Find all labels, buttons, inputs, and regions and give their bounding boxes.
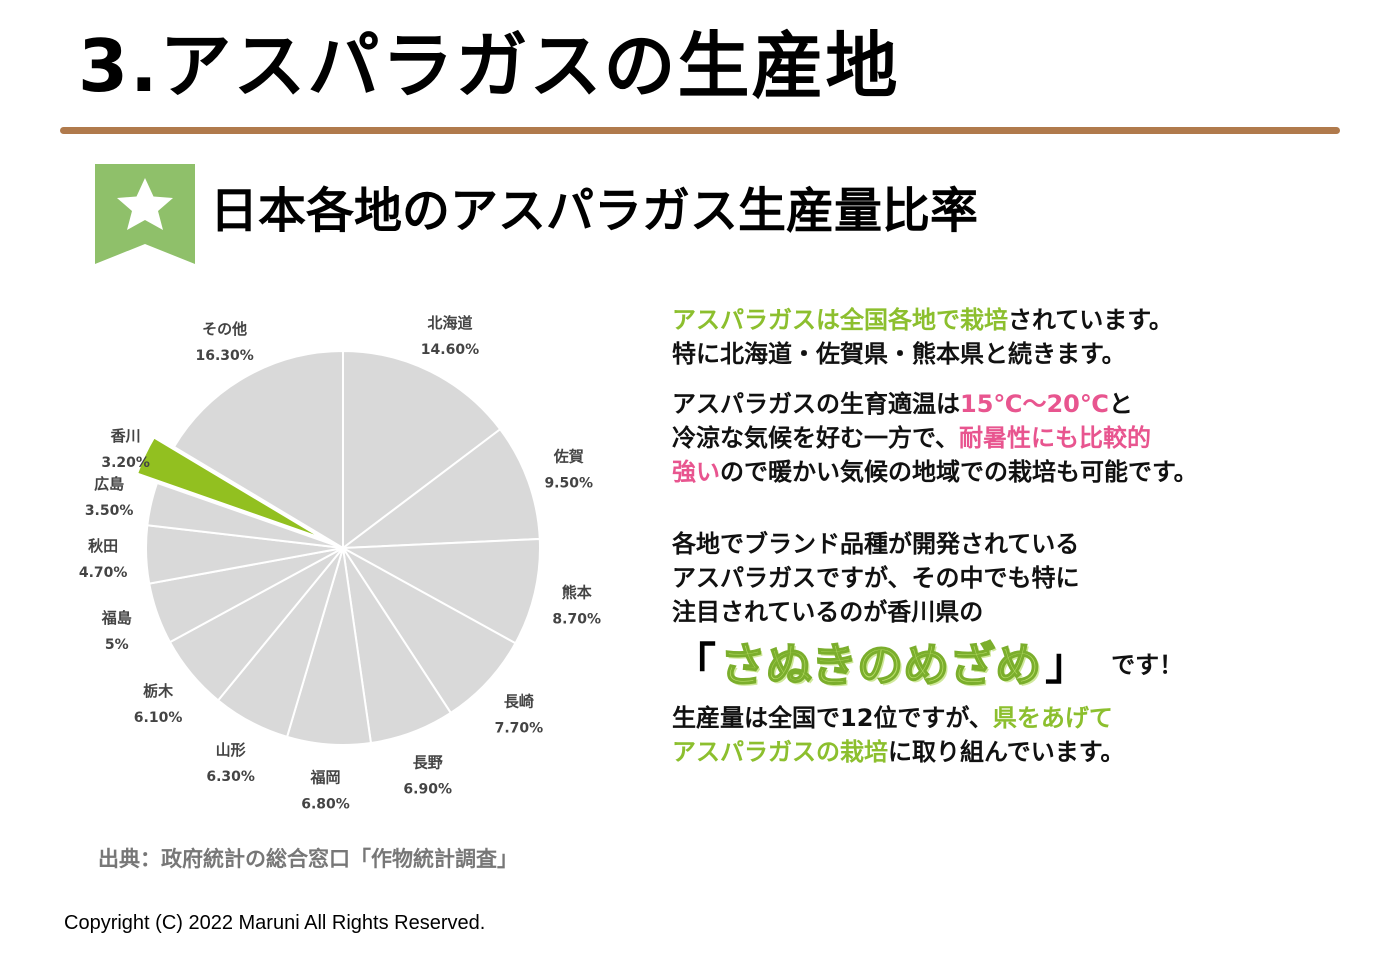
text-line: 各地でブランド品種が開発されている bbox=[672, 527, 1372, 561]
slice-label: 北海道 bbox=[427, 314, 472, 332]
slice-label: 広島 bbox=[94, 475, 124, 493]
slice-value: 14.60% bbox=[421, 342, 479, 358]
text-segment: 特に北海道・佐賀県・熊本県と続きます。 bbox=[672, 340, 1126, 368]
description-text: アスパラガスは全国各地で栽培されています。 特に北海道・佐賀県・熊本県と続きます… bbox=[672, 303, 1372, 769]
highlight-pink: 15℃～20℃ bbox=[960, 390, 1109, 418]
slice-value: 6.80% bbox=[301, 796, 350, 812]
slice-value: 16.30% bbox=[195, 348, 253, 364]
text-segment: ので暖かい気候の地域での栽培も可能です。 bbox=[720, 458, 1198, 486]
bracket-open: 「 bbox=[672, 639, 716, 690]
slice-label: その他 bbox=[202, 320, 247, 338]
text-segment: 生産量は全国で12位ですが、 bbox=[672, 704, 993, 732]
pie-slice-12 bbox=[172, 349, 344, 550]
text-line: アスパラガスの栽培に取り組んでいます。 bbox=[672, 735, 1372, 769]
slice-value: 4.70% bbox=[79, 565, 128, 581]
slice-value: 8.70% bbox=[552, 612, 601, 628]
slice-value: 6.10% bbox=[134, 710, 183, 726]
highlight-pink: 耐暑性にも比較的 bbox=[959, 424, 1152, 452]
pie-slice-3 bbox=[342, 547, 517, 715]
slice-label: 福岡 bbox=[310, 768, 341, 786]
copyright: Copyright (C) 2022 Maruni All Rights Res… bbox=[64, 912, 486, 934]
text-segment: 各地でブランド品種が開発されている bbox=[672, 530, 1080, 558]
highlight-green: アスパラガスの栽培 bbox=[672, 738, 888, 766]
pie-slice-10 bbox=[146, 481, 344, 549]
text-segment: です！ bbox=[1111, 651, 1184, 679]
text-line: アスパラガスですが、その中でも特に bbox=[672, 561, 1372, 595]
highlight-green: アスパラガスは全国各地で栽培 bbox=[672, 306, 1008, 334]
text-segment: と bbox=[1108, 390, 1133, 418]
slice-label: 熊本 bbox=[562, 584, 592, 602]
pie-chart: 北海道 14.60% 佐賀 9.50% 熊本 8.70% 長崎 7.70% 長野 6.90% 福岡 6… bbox=[79, 314, 601, 812]
brand-name: さぬきのめざめ bbox=[719, 638, 1042, 692]
slice-label: 福島 bbox=[101, 609, 132, 627]
slice-value: 3.50% bbox=[85, 503, 134, 519]
slice-label: 香川 bbox=[111, 427, 141, 445]
text-line: 特に北海道・佐賀県・熊本県と続きます。 bbox=[672, 337, 1372, 371]
text-segment: アスパラガスの生育適温は bbox=[672, 390, 960, 418]
slice-value: 3.20% bbox=[101, 455, 150, 471]
text-line: 冷涼な気候を好む一方で、耐暑性にも比較的 bbox=[672, 421, 1372, 455]
title-divider bbox=[60, 127, 1340, 134]
text-segment: に取り組んでいます。 bbox=[888, 738, 1125, 766]
text-line: 生産量は全国で12位ですが、県をあげて bbox=[672, 701, 1372, 735]
slice-label: 山形 bbox=[216, 741, 246, 759]
highlight-green: 県をあげて bbox=[992, 704, 1113, 732]
slice-value: 9.50% bbox=[544, 476, 593, 492]
text-line: 注目されているのが香川県の bbox=[672, 595, 1372, 629]
slice-value: 6.30% bbox=[206, 769, 255, 785]
chart-source: 出典：政府統計の総合窓口「作物統計調査」 bbox=[98, 847, 518, 871]
text-line: アスパラガスの生育適温は15℃～20℃と bbox=[672, 387, 1372, 421]
slice-label: 秋田 bbox=[88, 537, 118, 555]
pie-slice-11 bbox=[135, 436, 324, 540]
slice-value: 6.90% bbox=[403, 782, 452, 798]
pie-slice-1 bbox=[339, 427, 541, 550]
brand-callout: 「 さぬきのめざめ 」 です！ bbox=[672, 629, 1372, 701]
text-segment: されています。 bbox=[1008, 306, 1173, 334]
text-segment: 注目されているのが香川県の bbox=[672, 598, 984, 626]
slice-label: 佐賀 bbox=[553, 448, 584, 466]
highlight-pink: 強い bbox=[672, 458, 720, 486]
section-title: 日本各地のアスパラガス生産量比率 bbox=[210, 183, 979, 239]
slice-value: 7.70% bbox=[495, 720, 544, 736]
pie-slice-2 bbox=[339, 537, 541, 645]
text-segment: アスパラガスですが、その中でも特に bbox=[672, 564, 1080, 592]
star-ribbon-icon bbox=[95, 164, 195, 264]
bracket-close: 」 bbox=[1045, 639, 1090, 690]
text-line: アスパラガスは全国各地で栽培されています。 bbox=[672, 303, 1372, 337]
text-line: 強いので暖かい気候の地域での栽培も可能です。 bbox=[672, 455, 1372, 489]
slice-label: 長野 bbox=[413, 754, 443, 772]
slice-label: 栃木 bbox=[143, 682, 174, 700]
slice-value: 5% bbox=[105, 637, 129, 653]
slice-label: 長崎 bbox=[504, 692, 534, 710]
pie-slice-0 bbox=[342, 349, 502, 551]
page-title: 3.アスパラガスの生産地 bbox=[78, 24, 900, 108]
text-segment: 冷涼な気候を好む一方で、 bbox=[672, 424, 960, 452]
